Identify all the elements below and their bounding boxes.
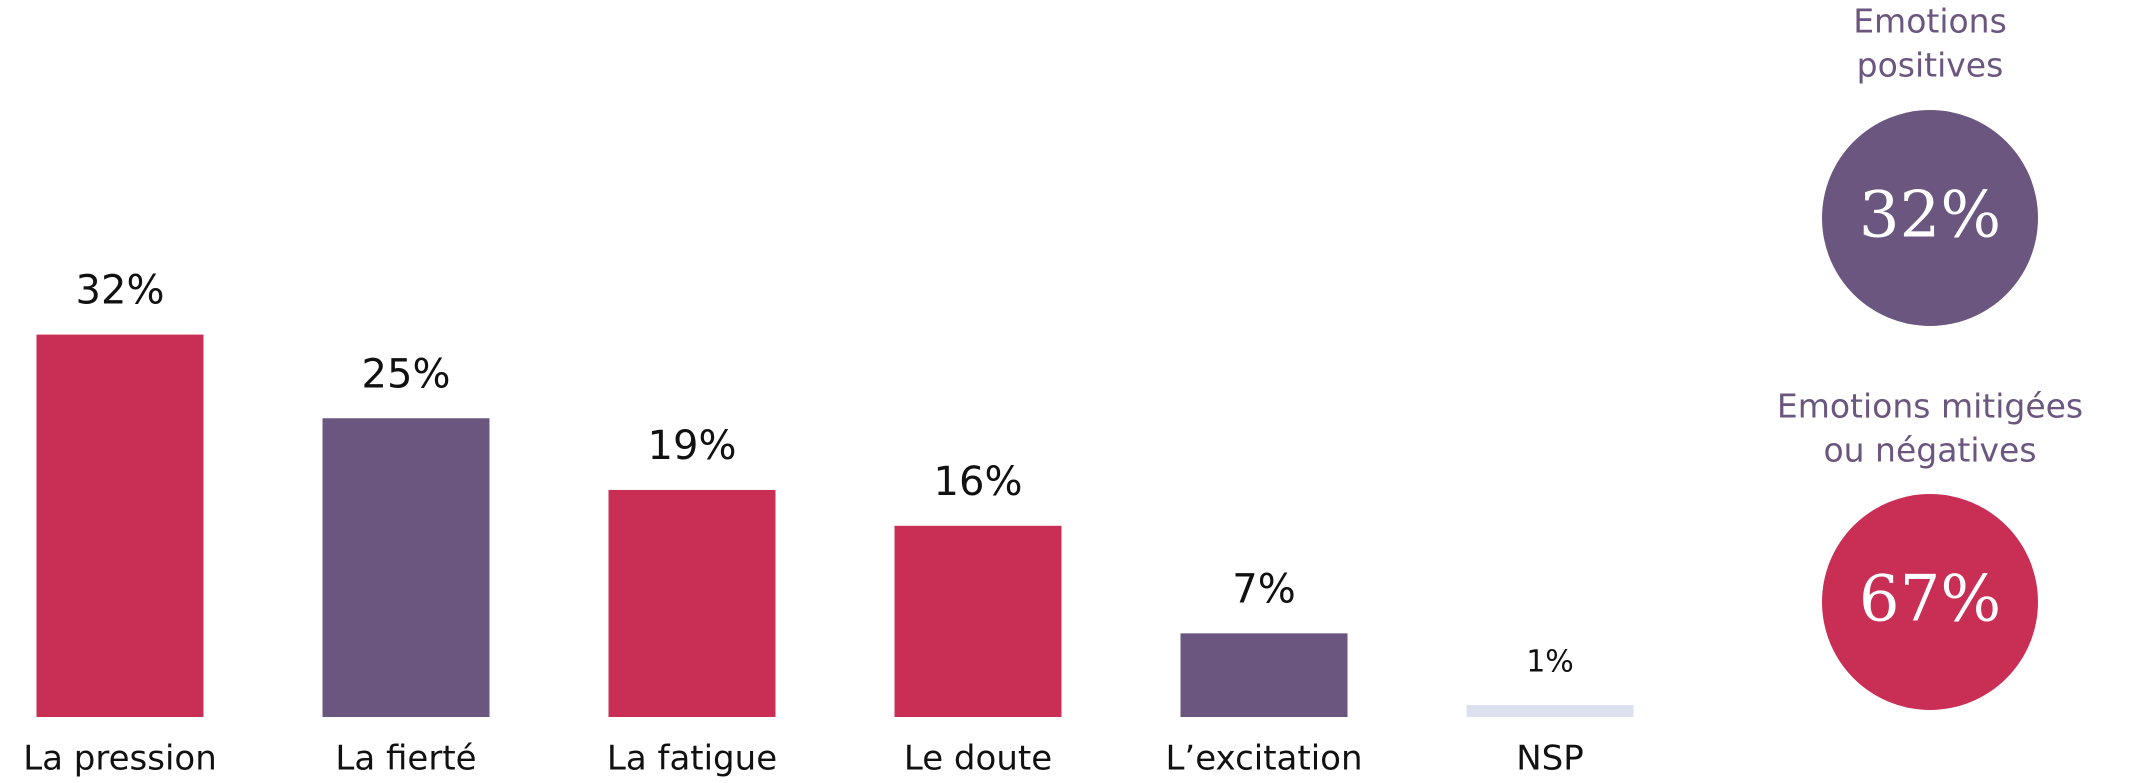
x-tick-label: NSP [1516,739,1584,779]
value-label: 19% [648,423,737,469]
bar [608,489,776,717]
bar [322,418,490,717]
summary-label: ou négatives [1823,431,2036,470]
summary-circle [1822,110,2038,326]
summary-label: Emotions [1853,2,2007,41]
summary-label: positives [1857,46,2004,85]
summary-value: 67% [1859,563,2001,637]
summary-value: 32% [1859,179,2001,253]
x-tick-label: La fierté [335,739,476,779]
bar [894,525,1062,717]
value-label: 7% [1232,566,1295,612]
value-label: 25% [362,351,451,397]
summary-circle [1822,494,2038,710]
summary-label: Emotions mitigées [1777,387,2083,426]
bar [1466,705,1634,717]
bar [36,334,204,717]
value-label: 16% [934,459,1023,505]
bar [1180,633,1348,717]
x-tick-label: L’excitation [1165,739,1362,779]
x-tick-label: Le doute [904,739,1052,779]
x-tick-label: La pression [23,739,217,779]
x-tick-label: La fatigue [607,739,777,779]
value-label: 1% [1526,645,1574,680]
value-label: 32% [76,268,165,314]
